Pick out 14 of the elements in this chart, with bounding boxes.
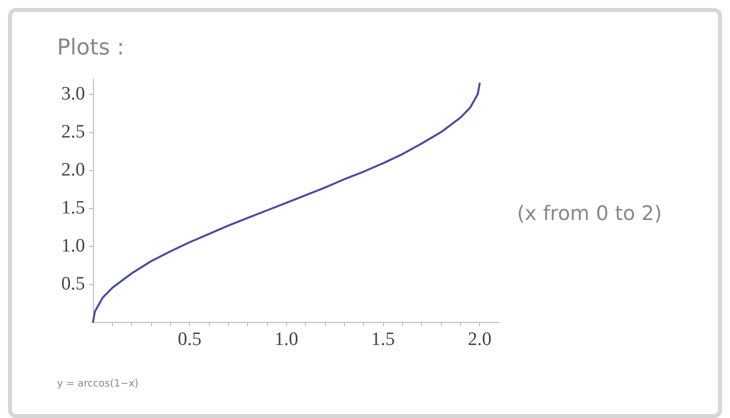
x-tick-label: 1.5 — [371, 329, 395, 350]
y-tick-label: 3.0 — [61, 84, 85, 105]
x-tick-label: 1.0 — [274, 329, 298, 350]
text: y = arccos(1−x) — [57, 378, 139, 390]
y-tick-label: 2.5 — [61, 122, 85, 143]
y-tick-label: 1.0 — [61, 236, 85, 257]
y-tick-label: 0.5 — [61, 274, 85, 295]
x-tick-label: 0.5 — [178, 329, 202, 350]
x-tick-label: 2.0 — [468, 329, 492, 350]
chart-title: Plots : — [57, 36, 124, 60]
text: (x from 0 to 2) — [517, 201, 662, 225]
y-tick-label: 1.5 — [61, 198, 85, 219]
y-tick-label: 2.0 — [61, 160, 85, 181]
line-series — [92, 82, 481, 323]
